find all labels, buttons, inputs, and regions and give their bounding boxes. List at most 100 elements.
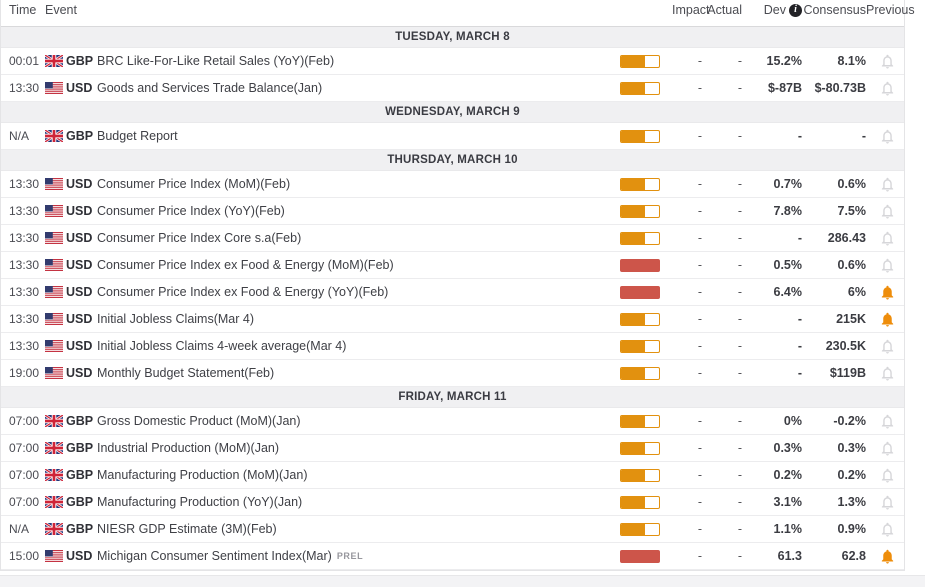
event-name[interactable]: Manufacturing Production (MoM)(Jan) xyxy=(97,468,308,482)
event-name[interactable]: Industrial Production (MoM)(Jan) xyxy=(97,441,280,455)
impact-indicator xyxy=(620,495,670,509)
actual-value: - xyxy=(697,468,702,482)
event-row[interactable]: 07:00 GBP Manufacturing Production (YoY)… xyxy=(1,489,904,516)
alert-bell-icon[interactable] xyxy=(866,53,896,70)
calendar-table: Time Event Impact Actual Dev i Consensus… xyxy=(0,0,915,571)
deviation-value: - xyxy=(737,81,742,95)
country-flag-icon xyxy=(45,130,63,142)
previous-value: 0.2% xyxy=(837,468,867,482)
alert-bell-icon[interactable] xyxy=(866,80,896,97)
currency-code: USD xyxy=(66,258,93,272)
actual-value: - xyxy=(697,204,702,218)
event-name[interactable]: Manufacturing Production (YoY)(Jan) xyxy=(97,495,303,509)
event-time: 07:00 xyxy=(9,414,40,428)
alert-bell-icon[interactable] xyxy=(866,413,896,430)
event-name[interactable]: NIESR GDP Estimate (3M)(Feb) xyxy=(97,522,277,536)
alert-bell-icon[interactable] xyxy=(866,521,896,538)
impact-indicator xyxy=(620,414,670,428)
alert-bell-icon[interactable] xyxy=(866,230,896,247)
consensus-value: 0% xyxy=(783,414,802,428)
event-row[interactable]: 13:30 USD Consumer Price Index ex Food &… xyxy=(1,252,904,279)
deviation-value: - xyxy=(737,231,742,245)
event-row[interactable]: 13:30 USD Goods and Services Trade Balan… xyxy=(1,75,904,102)
event-row[interactable]: N/A GBP Budget Report - - - - xyxy=(1,123,904,150)
event-time: 13:30 xyxy=(9,285,40,299)
consensus-value: 7.8% xyxy=(773,204,803,218)
previous-value: 6% xyxy=(847,285,866,299)
event-row[interactable]: 19:00 USD Monthly Budget Statement(Feb) … xyxy=(1,360,904,387)
alert-bell-icon[interactable] xyxy=(866,203,896,220)
country-flag-icon xyxy=(45,340,63,352)
event-time: 07:00 xyxy=(9,495,40,509)
event-row[interactable]: 13:30 USD Consumer Price Index ex Food &… xyxy=(1,279,904,306)
country-flag-icon xyxy=(45,496,63,508)
event-row[interactable]: 13:30 USD Consumer Price Index (YoY)(Feb… xyxy=(1,198,904,225)
dev-label: Dev xyxy=(763,3,786,17)
deviation-value: - xyxy=(737,258,742,272)
event-name[interactable]: Consumer Price Index (MoM)(Feb) xyxy=(97,177,291,191)
event-name[interactable]: Michigan Consumer Sentiment Index(Mar) PR… xyxy=(97,549,364,563)
country-flag-icon xyxy=(45,415,63,427)
previous-value: 230.5K xyxy=(825,339,866,353)
currency-code: USD xyxy=(66,231,93,245)
country-flag-icon xyxy=(45,550,63,562)
col-header-impact: Impact xyxy=(672,3,710,17)
alert-bell-icon[interactable] xyxy=(866,365,896,382)
event-row[interactable]: N/A GBP NIESR GDP Estimate (3M)(Feb) - -… xyxy=(1,516,904,543)
prel-badge: PREL xyxy=(336,551,364,561)
event-name[interactable]: Consumer Price Index ex Food & Energy (Y… xyxy=(97,285,389,299)
country-flag-icon xyxy=(45,55,63,67)
alert-bell-icon[interactable] xyxy=(866,176,896,193)
col-header-time: Time xyxy=(9,3,37,17)
consensus-value: 15.2% xyxy=(766,54,802,68)
event-row[interactable]: 00:01 GBP BRC Like-For-Like Retail Sales… xyxy=(1,48,904,75)
currency-code: USD xyxy=(66,549,93,563)
consensus-value: 0.5% xyxy=(773,258,803,272)
event-name[interactable]: Budget Report xyxy=(97,129,178,143)
event-name[interactable]: Consumer Price Index ex Food & Energy (M… xyxy=(97,258,394,272)
event-name[interactable]: Gross Domestic Product (MoM)(Jan) xyxy=(97,414,301,428)
alert-bell-icon[interactable] xyxy=(866,467,896,484)
event-row[interactable]: 13:30 USD Consumer Price Index Core s.a(… xyxy=(1,225,904,252)
actual-value: - xyxy=(697,522,702,536)
day-section: FRIDAY, MARCH 11 07:00 GBP Gross Domesti… xyxy=(1,387,904,570)
day-section: WEDNESDAY, MARCH 9 N/A GBP Budget Report… xyxy=(1,102,904,150)
event-name[interactable]: Consumer Price Index Core s.a(Feb) xyxy=(97,231,302,245)
impact-indicator xyxy=(620,81,670,95)
currency-code: USD xyxy=(66,81,93,95)
event-row[interactable]: 13:30 USD Initial Jobless Claims 4-week … xyxy=(1,333,904,360)
table-header-row: Time Event Impact Actual Dev i Consensus… xyxy=(1,0,915,27)
consensus-value: - xyxy=(797,339,802,353)
alert-bell-icon[interactable] xyxy=(866,284,896,301)
event-name[interactable]: Goods and Services Trade Balance(Jan) xyxy=(97,81,323,95)
impact-indicator xyxy=(620,522,670,536)
next-section-strip xyxy=(0,575,925,587)
alert-bell-icon[interactable] xyxy=(866,440,896,457)
impact-indicator xyxy=(620,468,670,482)
currency-code: GBP xyxy=(66,129,94,143)
consensus-value: 0.2% xyxy=(773,468,803,482)
impact-indicator xyxy=(620,177,670,191)
event-row[interactable]: 13:30 USD Initial Jobless Claims(Mar 4) … xyxy=(1,306,904,333)
event-name[interactable]: Initial Jobless Claims 4-week average(Ma… xyxy=(97,339,347,353)
info-icon[interactable]: i xyxy=(789,3,802,17)
event-name[interactable]: Initial Jobless Claims(Mar 4) xyxy=(97,312,254,326)
alert-bell-icon[interactable] xyxy=(866,338,896,355)
currency-code: USD xyxy=(66,177,93,191)
country-flag-icon xyxy=(45,82,63,94)
deviation-value: - xyxy=(737,495,742,509)
event-name[interactable]: BRC Like-For-Like Retail Sales (YoY)(Feb… xyxy=(97,54,335,68)
event-row[interactable]: 13:30 USD Consumer Price Index (MoM)(Feb… xyxy=(1,171,904,198)
event-row[interactable]: 07:00 GBP Manufacturing Production (MoM)… xyxy=(1,462,904,489)
alert-bell-icon[interactable] xyxy=(866,494,896,511)
currency-code: USD xyxy=(66,312,93,326)
event-row[interactable]: 07:00 GBP Industrial Production (MoM)(Ja… xyxy=(1,435,904,462)
alert-bell-icon[interactable] xyxy=(866,311,896,328)
alert-bell-icon[interactable] xyxy=(866,257,896,274)
event-name[interactable]: Monthly Budget Statement(Feb) xyxy=(97,366,275,380)
event-row[interactable]: 07:00 GBP Gross Domestic Product (MoM)(J… xyxy=(1,408,904,435)
alert-bell-icon[interactable] xyxy=(866,128,896,145)
alert-bell-icon[interactable] xyxy=(866,548,896,565)
event-name[interactable]: Consumer Price Index (YoY)(Feb) xyxy=(97,204,285,218)
event-row[interactable]: 15:00 USD Michigan Consumer Sentiment In… xyxy=(1,543,904,570)
